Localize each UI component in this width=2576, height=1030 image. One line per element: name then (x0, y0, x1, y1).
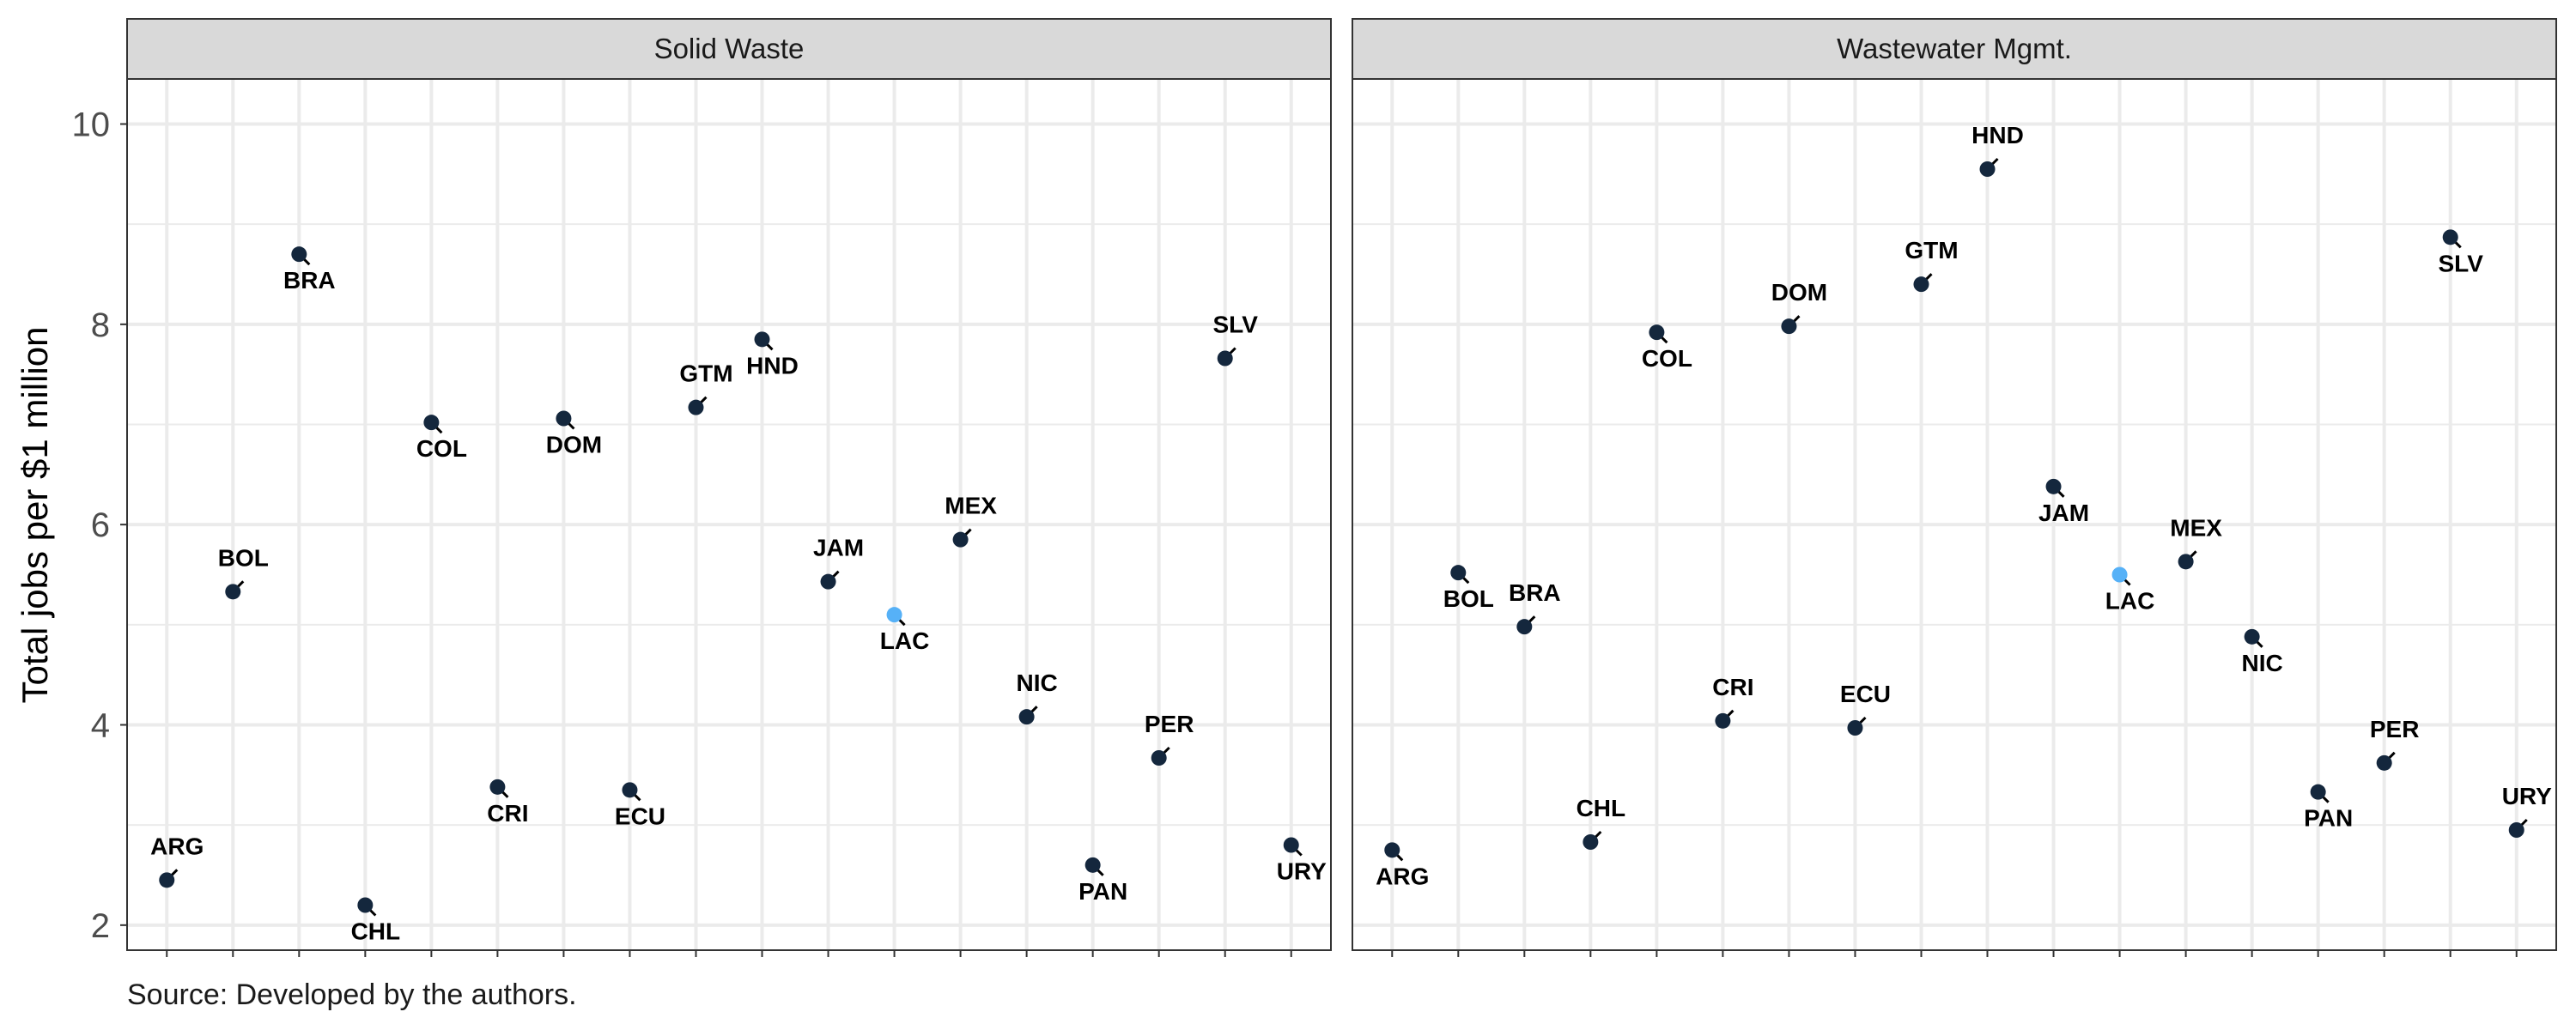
facet-strip (1352, 18, 2557, 80)
point-label: SLV (1213, 312, 1259, 338)
data-point (2244, 628, 2260, 645)
y-axis-title: Total jobs per $1 million (15, 327, 55, 704)
data-point (291, 246, 307, 263)
point-label: BOL (218, 544, 269, 571)
data-point (1283, 837, 1299, 853)
point-label: ECU (1840, 681, 1891, 707)
point-label: COL (1642, 345, 1692, 372)
data-point (952, 531, 969, 548)
data-point (1583, 834, 1599, 850)
y-tick-label: 8 (91, 306, 110, 344)
y-tick-label: 2 (91, 907, 110, 945)
point-label: PER (1145, 711, 1194, 737)
point-label: JAM (813, 535, 864, 561)
point-label: LAC (2105, 588, 2155, 615)
data-point (2442, 229, 2458, 245)
data-point (886, 607, 902, 623)
point-label: NIC (2242, 650, 2283, 676)
point-label: CHL (351, 918, 401, 945)
point-label: COL (416, 435, 467, 462)
data-point (2111, 566, 2128, 583)
point-label: GTM (1905, 237, 1958, 264)
point-label: CRI (1712, 674, 1753, 700)
data-point (2310, 784, 2326, 800)
point-label: CHL (1577, 795, 1626, 821)
data-point (423, 415, 440, 431)
point-label: PAN (1078, 878, 1127, 905)
data-point (1018, 709, 1035, 725)
facet-panel: Solid Waste ARG BOL BRA CHL COL CRI DOM ECU GTM HN… (126, 18, 1332, 957)
point-label: DOM (1771, 279, 1827, 306)
data-point (1217, 350, 1233, 367)
data-point (2508, 822, 2524, 838)
point-label: BRA (1509, 579, 1561, 606)
data-point (556, 410, 572, 427)
point-label: HND (1971, 122, 2024, 148)
point-label: BOL (1443, 585, 1494, 612)
y-tick-label: 6 (91, 506, 110, 544)
facet-strip (126, 18, 1332, 80)
data-point (1450, 565, 1467, 581)
point-label: ARG (150, 833, 204, 859)
point-label: NIC (1017, 670, 1058, 696)
data-point (1715, 712, 1731, 729)
point-label: CRI (487, 800, 528, 827)
facet-panels: Solid Waste ARG BOL BRA CHL COL CRI DOM ECU GTM HN… (126, 18, 2557, 957)
data-point (2045, 478, 2062, 494)
plot-background (1352, 79, 2556, 950)
data-point (159, 872, 175, 888)
point-label: MEX (945, 493, 997, 519)
y-tick-label: 4 (91, 707, 110, 745)
point-label: JAM (2038, 500, 2089, 526)
data-point (1384, 842, 1400, 858)
point-label: SLV (2439, 250, 2484, 276)
point-label: BRA (283, 267, 336, 294)
point-label: MEX (2170, 514, 2222, 541)
point-label: URY (1277, 858, 1327, 885)
data-point (688, 399, 704, 415)
data-point (820, 573, 836, 590)
data-point (1084, 857, 1101, 873)
data-point (2178, 554, 2194, 570)
point-label: PER (2370, 716, 2420, 742)
point-label: URY (2502, 783, 2552, 809)
y-axis: 2 4 6 8 10 (72, 106, 127, 945)
point-label: ECU (615, 803, 665, 829)
data-point (1516, 619, 1533, 635)
data-point (1781, 318, 1797, 335)
y-tick-label: 10 (72, 106, 111, 144)
point-label: PAN (2304, 805, 2353, 832)
data-point (2376, 754, 2392, 771)
point-label: LAC (880, 627, 930, 654)
data-point (1979, 161, 1996, 177)
data-point (357, 897, 374, 913)
data-point (1151, 750, 1167, 766)
data-point (1847, 720, 1863, 736)
data-point (489, 779, 506, 795)
point-label: GTM (679, 360, 732, 387)
point-label: HND (746, 352, 799, 379)
facet-strip-title: Solid Waste (654, 33, 805, 64)
facet-panel: Wastewater Mgmt. ARG BOL BRA CHL COL CRI DOM ECU… (1352, 18, 2557, 957)
facet-strip-title: Wastewater Mgmt. (1837, 33, 2072, 64)
source-caption: Source: Developed by the authors. (127, 978, 577, 1011)
data-point (622, 782, 638, 798)
data-point (1913, 276, 1929, 293)
plot-background (127, 79, 1331, 950)
point-label: ARG (1376, 863, 1429, 889)
data-point (754, 331, 770, 348)
point-label: DOM (546, 432, 602, 458)
data-point (1649, 324, 1665, 341)
data-point (225, 584, 241, 600)
